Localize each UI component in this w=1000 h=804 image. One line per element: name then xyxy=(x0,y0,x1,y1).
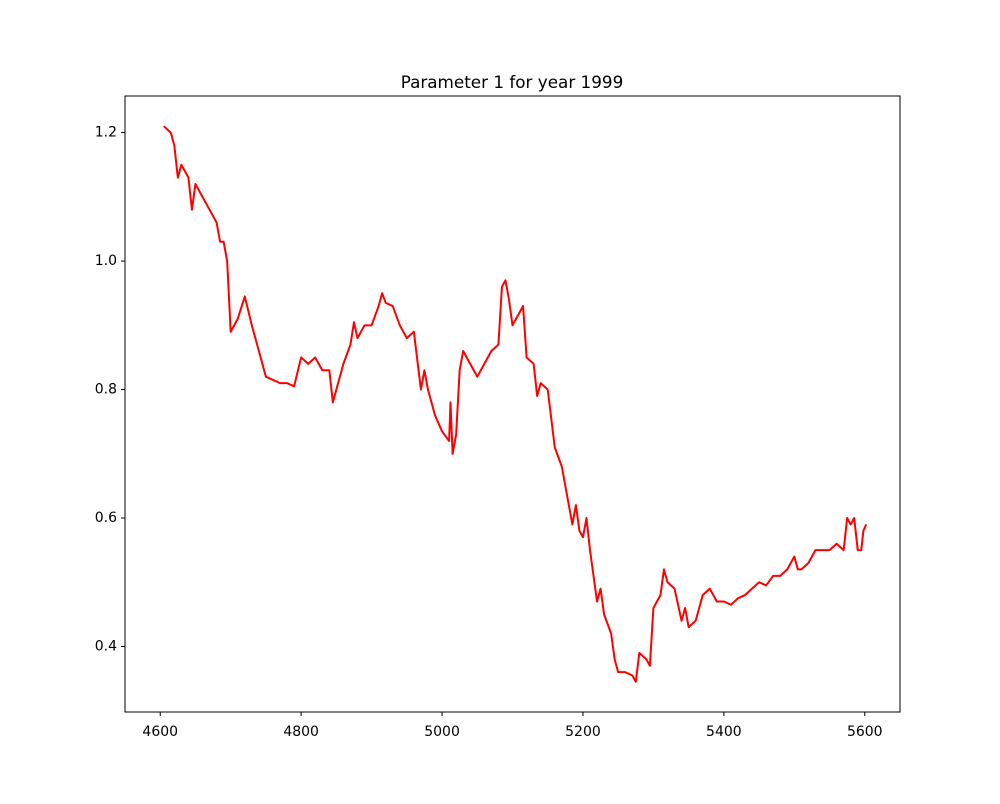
x-tick-label: 5600 xyxy=(847,724,883,740)
x-tick-label: 5400 xyxy=(706,724,742,740)
y-tick-label: 1.2 xyxy=(95,125,117,141)
x-tick-label: 5200 xyxy=(565,724,601,740)
y-tick-label: 0.6 xyxy=(95,510,117,526)
y-tick-label: 0.4 xyxy=(95,638,117,654)
x-tick-label: 4600 xyxy=(142,724,178,740)
x-tick-label: 5000 xyxy=(424,724,460,740)
axes-frame xyxy=(124,95,901,713)
x-tick-label: 4800 xyxy=(283,724,319,740)
chart-title: Parameter 1 for year 1999 xyxy=(401,72,624,92)
y-tick-label: 1.0 xyxy=(95,253,117,269)
y-tick-label: 0.8 xyxy=(95,382,117,398)
plot-area: 4600 4800 5000 5200 5400 5600 0.4 0.6 0.8 1.0 1.2 xyxy=(95,125,883,740)
data-line xyxy=(163,125,868,683)
